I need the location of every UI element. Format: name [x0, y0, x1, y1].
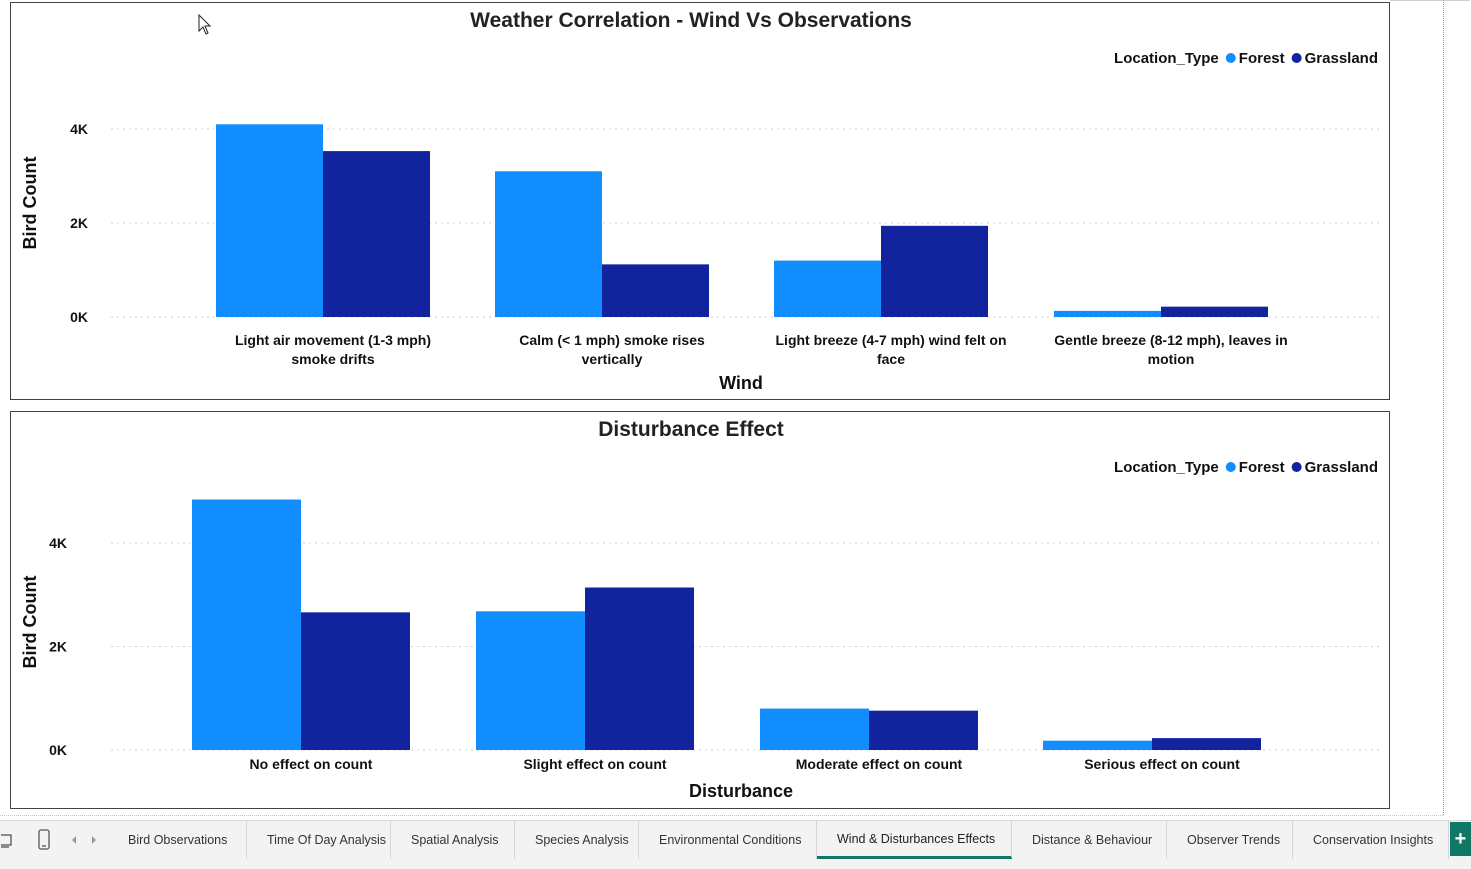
wind-chart-visual[interactable]: Weather Correlation - Wind Vs Observatio…: [10, 2, 1390, 400]
tab-wind-disturbances-effects[interactable]: Wind & Disturbances Effects: [817, 821, 1012, 859]
x-category-label: Light breeze (4-7 mph) wind felt on: [776, 332, 1007, 348]
legend-label-grassland: Grassland: [1305, 459, 1378, 476]
bar-grassland-3[interactable]: [869, 710, 978, 750]
bar-grassland-2[interactable]: [602, 264, 709, 317]
y-tick-label: 0K: [49, 742, 67, 758]
chevron-right-icon[interactable]: [84, 821, 104, 859]
chart-legend: Grassland Forest Location_Type: [1114, 50, 1378, 67]
disturbance-chart-svg: Disturbance Effect Grassland Forest Locatio…: [20, 418, 1383, 801]
y-tick-label: 0K: [70, 309, 88, 325]
wind-chart-svg: Weather Correlation - Wind Vs Observatio…: [20, 9, 1383, 393]
bar-forest-1[interactable]: [216, 124, 323, 317]
tab-conservation-insights[interactable]: Conservation Insights: [1293, 821, 1449, 859]
legend-marker-forest: [1225, 462, 1236, 472]
legend-marker-grassland: [1291, 462, 1302, 472]
legend-title: Location_Type: [1114, 50, 1219, 67]
tab-spatial-analysis[interactable]: Spatial Analysis: [391, 821, 515, 859]
tab-time-of-day-analysis[interactable]: Time Of Day Analysis: [247, 821, 391, 859]
legend-marker-grassland: [1291, 53, 1302, 63]
page-tabs: Bird Observations Time Of Day Analysis S…: [108, 821, 1449, 861]
disturbance-chart-visual[interactable]: Disturbance Effect Grassland Forest Locatio…: [10, 411, 1390, 809]
chart-legend: Grassland Forest Location_Type: [1114, 459, 1378, 476]
bar-forest-2[interactable]: [495, 171, 602, 317]
bar-grassland-4[interactable]: [1161, 306, 1268, 317]
bar-grassland-1[interactable]: [323, 151, 430, 317]
canvas-boundary-right: [1443, 0, 1444, 815]
x-category-label: vertically: [582, 351, 643, 367]
bar-grassland-3[interactable]: [881, 225, 988, 317]
x-category-label: Serious effect on count: [1084, 756, 1240, 772]
bar-grassland-4[interactable]: [1152, 738, 1261, 750]
bar-grassland-1[interactable]: [301, 612, 410, 750]
y-tick-label: 2K: [49, 639, 67, 655]
x-category-label: Slight effect on count: [523, 756, 666, 772]
tab-distance-behaviour[interactable]: Distance & Behaviour: [1012, 821, 1167, 859]
mobile-layout-icon[interactable]: [34, 821, 54, 859]
mouse-cursor-icon: [198, 14, 212, 35]
chevron-left-icon[interactable]: [64, 821, 84, 859]
x-category-label: motion: [1148, 351, 1195, 367]
tab-environmental-conditions[interactable]: Environmental Conditions: [639, 821, 817, 859]
chart-title: Weather Correlation - Wind Vs Observatio…: [470, 9, 912, 32]
x-axis-title: Disturbance: [689, 781, 793, 801]
x-axis-title: Wind: [719, 373, 763, 393]
window-top-edge: [1390, 0, 1470, 1]
bar-forest-3[interactable]: [760, 708, 869, 750]
tab-bird-observations[interactable]: Bird Observations: [108, 821, 247, 859]
x-category-label: face: [877, 351, 905, 367]
canvas-boundary-bottom: [0, 815, 1443, 816]
legend-label-forest: Forest: [1239, 50, 1285, 67]
legend-marker-forest: [1225, 53, 1236, 63]
bar-forest-4[interactable]: [1043, 740, 1152, 750]
add-page-button[interactable]: +: [1450, 822, 1471, 856]
x-category-label: Calm (< 1 mph) smoke rises: [519, 332, 705, 348]
x-category-label: No effect on count: [250, 756, 373, 772]
y-tick-label: 4K: [70, 121, 88, 137]
legend-label-forest: Forest: [1239, 459, 1285, 476]
chart-title: Disturbance Effect: [598, 418, 784, 441]
bar-forest-2[interactable]: [476, 611, 585, 750]
bar-forest-4[interactable]: [1054, 310, 1161, 317]
x-category-label: smoke drifts: [291, 351, 374, 367]
x-category-label: Gentle breeze (8-12 mph), leaves in: [1054, 332, 1287, 348]
x-category-label: Light air movement (1-3 mph): [235, 332, 431, 348]
x-category-label: Moderate effect on count: [796, 756, 963, 772]
y-axis-title: Bird Count: [20, 157, 40, 250]
y-tick-label: 2K: [70, 215, 88, 231]
tab-species-analysis[interactable]: Species Analysis: [515, 821, 639, 859]
y-axis-title: Bird Count: [20, 576, 40, 669]
bar-forest-3[interactable]: [774, 260, 881, 317]
page-tab-bar: Bird Observations Time Of Day Analysis S…: [0, 820, 1471, 869]
tab-observer-trends[interactable]: Observer Trends: [1167, 821, 1293, 859]
desktop-layout-icon[interactable]: [0, 821, 14, 859]
legend-label-grassland: Grassland: [1305, 50, 1378, 67]
bar-forest-1[interactable]: [192, 499, 301, 750]
y-tick-label: 4K: [49, 535, 67, 551]
bar-grassland-2[interactable]: [585, 587, 694, 750]
legend-title: Location_Type: [1114, 459, 1219, 476]
